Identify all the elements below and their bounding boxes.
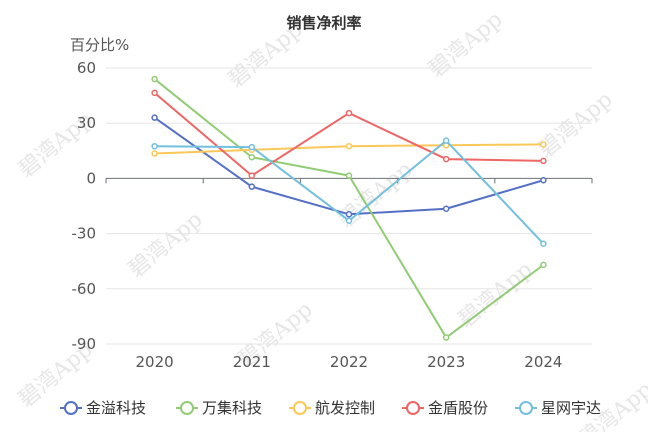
data-point[interactable] bbox=[345, 142, 353, 150]
series-航发控制 bbox=[151, 141, 547, 157]
watermark-text: 碧湾App bbox=[424, 7, 508, 83]
data-point[interactable] bbox=[540, 240, 547, 247]
series-星网宇达 bbox=[151, 137, 547, 247]
series-line bbox=[153, 92, 544, 177]
data-point[interactable] bbox=[248, 183, 256, 190]
data-point[interactable] bbox=[151, 114, 158, 121]
x-tick-label: 2024 bbox=[524, 353, 562, 371]
data-point[interactable] bbox=[442, 205, 450, 213]
data-point[interactable] bbox=[540, 157, 547, 165]
legend-label: 航发控制 bbox=[315, 399, 375, 417]
y-tick-label: 60 bbox=[77, 59, 96, 77]
data-point[interactable] bbox=[345, 211, 353, 218]
y-axis-ticks: 60 30 0 -30 -60 -90 bbox=[72, 59, 97, 353]
data-point[interactable] bbox=[345, 109, 353, 117]
legend-marker-icon bbox=[293, 401, 307, 415]
y-axis-unit-label: 百分比% bbox=[70, 36, 129, 54]
x-axis: 2020 2021 2022 2023 2024 bbox=[105, 177, 593, 371]
legend-item[interactable]: 航发控制 bbox=[289, 399, 375, 417]
y-tick-label: -60 bbox=[72, 280, 97, 298]
data-point[interactable] bbox=[151, 142, 158, 150]
legend-item[interactable]: 金溢科技 bbox=[60, 399, 146, 417]
series-金溢科技 bbox=[151, 114, 547, 218]
data-point[interactable] bbox=[540, 176, 547, 184]
legend-item[interactable]: 星网宇达 bbox=[515, 399, 601, 417]
legend-label: 金溢科技 bbox=[86, 399, 146, 417]
y-tick-label: -90 bbox=[72, 335, 97, 353]
data-point[interactable] bbox=[151, 150, 158, 157]
y-tick-label: 30 bbox=[77, 114, 96, 132]
series-lines bbox=[151, 75, 547, 341]
data-point[interactable] bbox=[442, 155, 450, 163]
x-tick-label: 2020 bbox=[136, 353, 174, 371]
data-point[interactable] bbox=[540, 141, 547, 148]
data-point[interactable] bbox=[345, 172, 353, 179]
series-line bbox=[154, 116, 544, 216]
legend-label: 金盾股份 bbox=[428, 399, 488, 417]
x-tick-label: 2023 bbox=[427, 353, 465, 371]
legend-marker-icon bbox=[180, 401, 194, 415]
data-point[interactable] bbox=[442, 137, 450, 144]
x-tick-label: 2022 bbox=[330, 353, 368, 371]
data-point[interactable] bbox=[540, 261, 547, 269]
legend-label: 万集科技 bbox=[202, 399, 262, 417]
data-point[interactable] bbox=[345, 217, 353, 224]
y-tick-label: 0 bbox=[86, 169, 96, 187]
data-point[interactable] bbox=[248, 153, 256, 161]
y-tick-label: -30 bbox=[72, 225, 97, 243]
legend-item[interactable]: 万集科技 bbox=[176, 399, 262, 417]
watermark-text: 碧湾App bbox=[534, 87, 618, 163]
watermark-text: 碧湾App bbox=[124, 207, 208, 283]
legend-marker-icon bbox=[406, 401, 420, 415]
data-point[interactable] bbox=[442, 334, 450, 341]
legend-marker-icon bbox=[519, 401, 533, 415]
grid-lines bbox=[106, 67, 592, 345]
x-tick-label: 2021 bbox=[233, 353, 271, 371]
data-point[interactable] bbox=[151, 75, 158, 83]
legend-label: 星网宇达 bbox=[541, 399, 601, 417]
data-point[interactable] bbox=[151, 89, 158, 97]
series-金盾股份 bbox=[151, 89, 547, 179]
legend: 金溢科技 万集科技 航发控制 金盾股份 星网宇达 bbox=[60, 399, 601, 417]
legend-marker-icon bbox=[64, 401, 78, 415]
legend-item[interactable]: 金盾股份 bbox=[402, 399, 488, 417]
chart-title: 销售净利率 bbox=[286, 14, 361, 32]
series-万集科技 bbox=[151, 75, 547, 341]
data-point[interactable] bbox=[248, 172, 256, 179]
data-point[interactable] bbox=[248, 143, 256, 151]
